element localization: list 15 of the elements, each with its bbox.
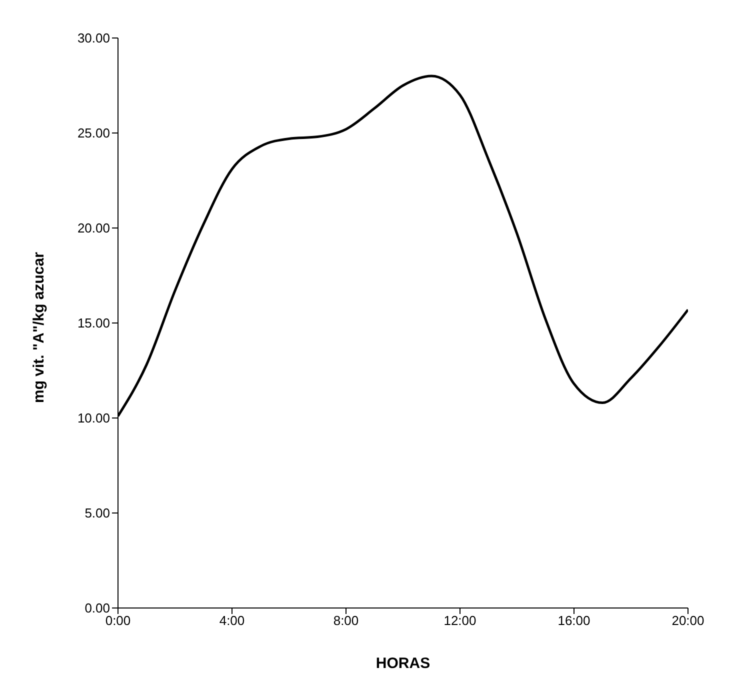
x-tick-label: 8:00 [333, 613, 359, 628]
x-tick-label: 0:00 [105, 613, 131, 628]
x-tick-label: 4:00 [219, 613, 245, 628]
x-tick-label: 12:00 [444, 613, 476, 628]
y-tick-label: 20.00 [77, 220, 110, 236]
x-tick-label: 20:00 [672, 613, 704, 628]
y-tick-label: 25.00 [77, 126, 110, 141]
y-tick-label: 30.00 [77, 30, 110, 46]
x-tick-label: 16:00 [558, 613, 590, 628]
y-tick-label: 15.00 [77, 316, 110, 331]
x-axis-title: HORAS [376, 655, 430, 672]
y-tick-label: 0.00 [84, 600, 110, 616]
y-tick-label: 10.00 [77, 410, 110, 426]
y-tick-label: 5.00 [84, 506, 110, 521]
y-axis-title: mg vit. "A"/kg azucar [30, 252, 48, 403]
